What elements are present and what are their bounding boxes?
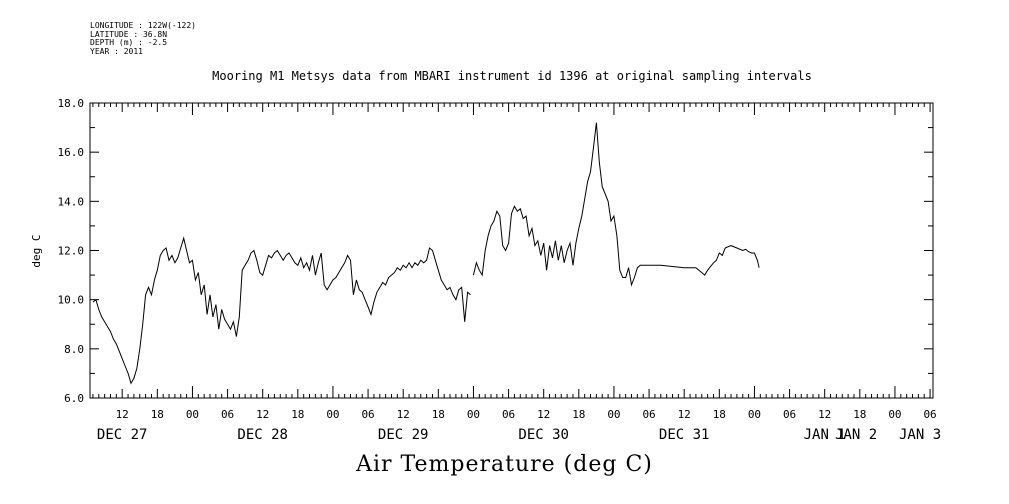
day-label: DEC 30 <box>518 427 569 443</box>
day-label: JAN 1 <box>804 427 846 443</box>
station-metadata: LONGITUDE : 122W(-122) LATITUDE : 36.8N … <box>90 21 196 56</box>
x-tick-label: 06 <box>783 408 796 421</box>
y-tick-label: 8.0 <box>64 343 84 356</box>
x-tick-label: 06 <box>502 408 515 421</box>
x-tick-label: 18 <box>151 408 164 421</box>
x-tick-label: 06 <box>642 408 655 421</box>
y-axis-label: deg C <box>30 234 43 267</box>
x-tick-label: 00 <box>467 408 480 421</box>
x-tick-label: 12 <box>256 408 269 421</box>
x-tick-label: 00 <box>607 408 620 421</box>
x-tick-label: 00 <box>748 408 761 421</box>
day-label: DEC 31 <box>659 427 710 443</box>
x-tick-label: 00 <box>888 408 901 421</box>
x-tick-label: 12 <box>678 408 691 421</box>
day-label: DEC 27 <box>97 427 148 443</box>
y-tick-label: 14.0 <box>58 195 85 208</box>
axis-ticks <box>90 102 933 399</box>
x-tick-label: 12 <box>818 408 831 421</box>
day-label: JAN 2 <box>835 427 877 443</box>
plot-frame <box>89 102 934 399</box>
day-label: DEC 28 <box>237 427 288 443</box>
x-tick-label: 18 <box>432 408 445 421</box>
y-tick-label: 12.0 <box>58 245 85 258</box>
day-label: JAN 3 <box>899 427 941 443</box>
day-label: DEC 29 <box>378 427 429 443</box>
chart-caption: Air Temperature (deg C) <box>356 452 653 477</box>
x-tick-label: 00 <box>186 408 199 421</box>
longitude-text: LONGITUDE : 122W(-122) <box>90 21 196 30</box>
x-tick-label: 18 <box>713 408 726 421</box>
x-tick-label: 12 <box>116 408 129 421</box>
y-tick-label: 16.0 <box>58 146 85 159</box>
year-text: YEAR : 2011 <box>90 46 143 56</box>
x-tick-label: 06 <box>361 408 374 421</box>
chart-title: Mooring M1 Metsys data from MBARI instru… <box>212 69 812 83</box>
latitude-text: LATITUDE : 36.8N <box>90 29 168 39</box>
air-temperature-line <box>92 122 760 385</box>
x-tick-label: 06 <box>221 408 234 421</box>
y-tick-label: 10.0 <box>58 294 85 307</box>
x-tick-label: 12 <box>397 408 410 421</box>
x-tick-label: 00 <box>326 408 339 421</box>
tick-labels: 6.0 8.0 10.0 12.0 14.0 16.0 18.0 12 18 00 06 12 18 00… <box>58 97 942 443</box>
x-tick-label: 18 <box>291 408 304 421</box>
data-series <box>92 122 760 385</box>
x-tick-label: 12 <box>537 408 550 421</box>
y-tick-label: 18.0 <box>58 97 85 110</box>
y-tick-label: 6.0 <box>64 392 84 405</box>
x-tick-label: 18 <box>853 408 866 421</box>
depth-text: DEPTH (m) : -2.5 <box>90 38 168 47</box>
x-tick-label: 18 <box>572 408 585 421</box>
x-tick-label: 06 <box>923 408 936 421</box>
